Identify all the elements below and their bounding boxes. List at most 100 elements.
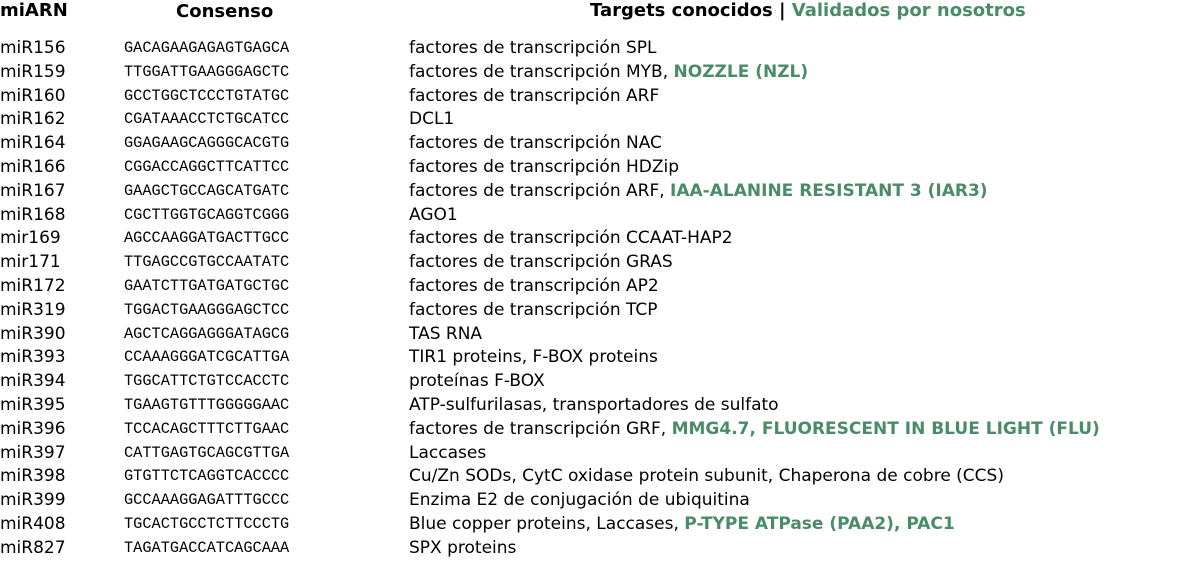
consensus-sequence: CGCTTGGTGCAGGTCGGG bbox=[124, 205, 290, 224]
mirna-name: miR166 bbox=[0, 156, 66, 177]
known-targets: SPX proteins bbox=[409, 537, 516, 561]
table-row: miR160 GCCTGGCTCCCTGTATGC factores de tran… bbox=[0, 85, 1184, 109]
table-row: miR408 TGCACTGCCTCTTCCCTG Blue copper prot… bbox=[0, 513, 1184, 537]
mirna-name: miR156 bbox=[0, 38, 66, 58]
mirna-name: miR393 bbox=[0, 347, 66, 368]
known-targets-text: factores de transcripción TCP bbox=[409, 299, 658, 320]
column-header-mirna: miARN bbox=[0, 0, 68, 21]
known-targets-text: Enzima E2 de conjugación de ubiquitina bbox=[409, 490, 750, 511]
consensus-sequence: GAAGCTGCCAGCATGATC bbox=[124, 181, 290, 200]
known-targets: factores de transcripción AP2 bbox=[409, 275, 659, 299]
mirna-name: miR168 bbox=[0, 204, 66, 225]
consensus-sequence: GCCTGGCTCCCTGTATGC bbox=[124, 86, 290, 105]
known-targets: factores de transcripción CCAAT-HAP2 bbox=[409, 227, 733, 251]
consensus-sequence: GGAGAAGCAGGGCACGTG bbox=[124, 134, 290, 153]
known-targets-text: ATP-sulfurilasas, transportadores de sul… bbox=[409, 394, 779, 415]
table-row: miR398 GTGTTCTCAGGTCACCCC Cu/Zn SODs, CytC… bbox=[0, 465, 1184, 489]
known-targets: DCL1 bbox=[409, 108, 454, 132]
mirna-name: miR395 bbox=[0, 394, 66, 415]
column-header-targets: Targets conocidos | Validados por nosotr… bbox=[590, 0, 1026, 21]
mirna-name: mir169 bbox=[0, 228, 61, 249]
known-targets-text: factores de transcripción MYB, bbox=[409, 61, 674, 82]
mirna-name: miR394 bbox=[0, 371, 66, 392]
consensus-sequence: TGGCATTCTGTCCACCTC bbox=[124, 372, 290, 391]
mirna-name: miR162 bbox=[0, 109, 66, 130]
known-targets: factores de transcripción HDZip bbox=[409, 156, 679, 180]
mirna-table-body: miR156 GACAGAAGAGAGTGAGCA factores de tran… bbox=[0, 37, 1184, 561]
known-targets-text: AGO1 bbox=[409, 204, 458, 225]
known-targets-text: TAS RNA bbox=[409, 323, 483, 344]
consensus-sequence: CCAAAGGGATCGCATTGA bbox=[124, 348, 290, 367]
mirna-name: miR396 bbox=[0, 418, 66, 439]
consensus-sequence: GACAGAAGAGAGTGAGCA bbox=[124, 39, 290, 57]
consensus-sequence: TTGGATTGAAGGGAGCTC bbox=[124, 62, 290, 81]
validated-targets: NOZZLE (NZL) bbox=[673, 61, 809, 82]
known-targets: Cu/Zn SODs, CytC oxidase protein subunit… bbox=[409, 465, 1004, 489]
known-targets: Blue copper proteins, Laccases, P-TYPE A… bbox=[409, 513, 955, 537]
known-targets: factores de transcripción ARF bbox=[409, 85, 659, 109]
table-row: miR172 GAATCTTGATGATGCTGC factores de tran… bbox=[0, 275, 1184, 299]
mirna-name: miR159 bbox=[0, 61, 66, 82]
known-targets-text: DCL1 bbox=[409, 109, 455, 130]
mirna-name: miR319 bbox=[0, 299, 66, 320]
table-row: miR394 TGGCATTCTGTCCACCTC proteínas F-BOX bbox=[0, 370, 1184, 394]
mirna-name: miR160 bbox=[0, 85, 66, 106]
mirna-name: miR827 bbox=[0, 537, 66, 558]
table-row: miR159 TTGGATTGAAGGGAGCTC factores de tran… bbox=[0, 61, 1184, 85]
known-targets: Laccases bbox=[409, 442, 486, 466]
known-targets-text: factores de transcripción HDZip bbox=[409, 156, 680, 177]
table-row: miR397 CATTGAGTGCAGCGTTGA Laccases bbox=[0, 442, 1184, 466]
known-targets: AGO1 bbox=[409, 204, 458, 228]
known-targets-text: Blue copper proteins, Laccases, bbox=[409, 513, 685, 534]
table-row: miR162 CGATAAACCTCTGCATCC DCL1 bbox=[0, 108, 1184, 132]
known-targets: proteínas F-BOX bbox=[409, 370, 545, 394]
header-targets-label: Targets conocidos bbox=[590, 0, 773, 21]
known-targets-text: factores de transcripción CCAAT-HAP2 bbox=[409, 228, 733, 249]
header-validated-label: Validados por nosotros bbox=[791, 0, 1026, 21]
known-targets: factores de transcripción GRAS bbox=[409, 251, 673, 275]
table-row: miR390 AGCTCAGGAGGGATAGCG TAS RNA bbox=[0, 323, 1184, 347]
table-row: miR156 GACAGAAGAGAGTGAGCA factores de tran… bbox=[0, 37, 1184, 61]
column-header-consenso: Consenso bbox=[176, 1, 274, 22]
known-targets-text: TIR1 proteins, F-BOX proteins bbox=[409, 347, 658, 368]
table-row: miR396 TCCACAGCTTTCTTGAAC factores de tran… bbox=[0, 418, 1184, 442]
header-separator: | bbox=[772, 0, 792, 21]
known-targets-text: factores de transcripción ARF bbox=[409, 85, 660, 106]
mirna-name: miR399 bbox=[0, 490, 66, 511]
validated-targets: MMG4.7, FLUORESCENT IN BLUE LIGHT (FLU) bbox=[671, 418, 1100, 439]
table-row: mir171 TTGAGCCGTGCCAATATC factores de tran… bbox=[0, 251, 1184, 275]
consensus-sequence: TGGACTGAAGGGAGCTCC bbox=[124, 300, 290, 319]
table-row: miR166 CGGACCAGGCTTCATTCC factores de tran… bbox=[0, 156, 1184, 180]
known-targets-text: factores de transcripción SPL bbox=[409, 38, 657, 58]
consensus-sequence: GAATCTTGATGATGCTGC bbox=[124, 276, 290, 295]
consensus-sequence: GTGTTCTCAGGTCACCCC bbox=[124, 467, 290, 486]
known-targets-text: factores de transcripción ARF, bbox=[409, 180, 671, 201]
known-targets-text: factores de transcripción NAC bbox=[409, 133, 662, 154]
known-targets-text: proteínas F-BOX bbox=[409, 371, 545, 392]
table-row: miR395 TGAAGTGTTTGGGGGAAC ATP-sulfurilasas… bbox=[0, 394, 1184, 418]
consensus-sequence: TGCACTGCCTCTTCCCTG bbox=[124, 514, 290, 533]
validated-targets: P-TYPE ATPase (PAA2), PAC1 bbox=[684, 513, 955, 534]
known-targets: TIR1 proteins, F-BOX proteins bbox=[409, 346, 658, 370]
mirna-name: miR172 bbox=[0, 275, 66, 296]
known-targets: factores de transcripción ARF, IAA-ALANI… bbox=[409, 180, 988, 204]
known-targets: Enzima E2 de conjugación de ubiquitina bbox=[409, 489, 750, 513]
consensus-sequence: GCCAAAGGAGATTTGCCC bbox=[124, 491, 290, 510]
known-targets-text: factores de transcripción AP2 bbox=[409, 275, 659, 296]
known-targets-text: factores de transcripción GRF, bbox=[409, 418, 672, 439]
known-targets-text: Cu/Zn SODs, CytC oxidase protein subunit… bbox=[409, 466, 1004, 487]
consensus-sequence: AGCTCAGGAGGGATAGCG bbox=[124, 324, 290, 343]
table-row: miR399 GCCAAAGGAGATTTGCCC Enzima E2 de con… bbox=[0, 489, 1184, 513]
table-row: miR168 CGCTTGGTGCAGGTCGGG AGO1 bbox=[0, 204, 1184, 228]
validated-targets: IAA-ALANINE RESISTANT 3 (IAR3) bbox=[670, 180, 988, 201]
table-row: miR827 TAGATGACCATCAGCAAA SPX proteins bbox=[0, 537, 1184, 561]
mirna-name: miR164 bbox=[0, 133, 66, 154]
consensus-sequence: CGATAAACCTCTGCATCC bbox=[124, 110, 290, 129]
known-targets: factores de transcripción MYB, NOZZLE (N… bbox=[409, 61, 808, 85]
mirna-name: miR390 bbox=[0, 323, 66, 344]
table-header: miARN Consenso Targets conocidos | Valid… bbox=[0, 0, 1184, 24]
table-row: mir169 AGCCAAGGATGACTTGCC factores de tran… bbox=[0, 227, 1184, 251]
known-targets-text: SPX proteins bbox=[409, 537, 517, 558]
mirna-name: miR398 bbox=[0, 466, 66, 487]
consensus-sequence: CATTGAGTGCAGCGTTGA bbox=[124, 443, 290, 462]
